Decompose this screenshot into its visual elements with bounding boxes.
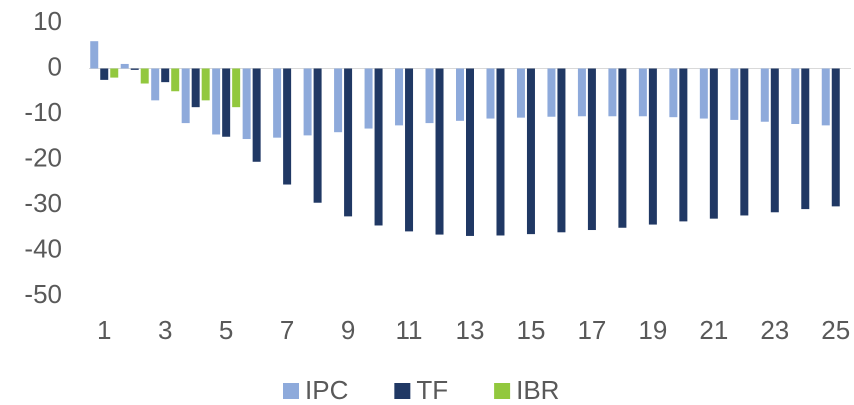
- bar: [709, 68, 718, 219]
- bar: [273, 68, 282, 138]
- bar: [740, 68, 749, 216]
- y-tick-label: 0: [48, 51, 62, 81]
- bar: [242, 68, 251, 140]
- bar: [191, 68, 200, 108]
- bar: [760, 68, 769, 122]
- bar: [110, 68, 119, 78]
- bar: [496, 68, 505, 236]
- bar: [344, 68, 353, 217]
- bar: [151, 68, 160, 101]
- bar: [303, 68, 312, 136]
- bar: [801, 68, 810, 210]
- bar: [791, 68, 800, 125]
- legend-swatch: [394, 383, 411, 399]
- bar: [821, 68, 830, 126]
- bar: [526, 68, 535, 235]
- legend-swatch: [494, 383, 511, 399]
- bar: [181, 68, 190, 124]
- bar: [252, 68, 261, 162]
- legend-label: TF: [416, 375, 448, 405]
- bar: [405, 68, 414, 232]
- bar: [435, 68, 444, 235]
- x-tick-label: 7: [280, 315, 294, 345]
- y-tick-label: -10: [24, 97, 62, 127]
- x-tick-label: 13: [456, 315, 485, 345]
- bar: [425, 68, 434, 124]
- x-tick-label: 3: [158, 315, 172, 345]
- legend-label: IBR: [516, 375, 559, 405]
- x-tick-label: 17: [577, 315, 606, 345]
- legend-label: IPC: [305, 375, 348, 405]
- bar: [577, 68, 586, 117]
- bar: [648, 68, 657, 225]
- bar: [161, 68, 170, 83]
- x-tick-label: 21: [699, 315, 728, 345]
- bar: [516, 68, 525, 118]
- bar: [638, 68, 647, 117]
- x-tick-label: 19: [638, 315, 667, 345]
- bar: [730, 68, 739, 120]
- bar: [618, 68, 627, 228]
- bar: [130, 68, 139, 70]
- x-tick-label: 5: [219, 315, 233, 345]
- bar: [466, 68, 474, 236]
- bar: [831, 68, 840, 207]
- bar: [283, 68, 292, 185]
- bar: [669, 68, 678, 118]
- y-tick-label: -30: [24, 188, 62, 218]
- bar: [547, 68, 556, 117]
- y-tick-label: -20: [24, 142, 62, 172]
- bar: [770, 68, 779, 213]
- legend-swatch: [283, 383, 299, 399]
- bar: [171, 68, 180, 92]
- bar: [486, 68, 495, 119]
- x-tick-label: 15: [516, 315, 545, 345]
- bar: [364, 68, 373, 129]
- bar: [395, 68, 404, 126]
- bar: [212, 68, 221, 135]
- bar: [222, 68, 231, 137]
- bar: [313, 68, 322, 203]
- bar: [201, 68, 210, 101]
- x-tick-label: 25: [821, 315, 850, 345]
- bar: [679, 68, 688, 222]
- bar: [334, 68, 343, 133]
- y-tick-label: 10: [33, 6, 62, 36]
- bar: [140, 68, 149, 84]
- x-tick-label: 9: [341, 315, 355, 345]
- bar: [374, 68, 383, 226]
- bar: [100, 68, 109, 80]
- y-tick-label: -50: [24, 279, 62, 309]
- bar: [456, 68, 464, 121]
- bar: [699, 68, 708, 119]
- bar: [608, 68, 617, 117]
- bar: [90, 41, 99, 69]
- y-tick-label: -40: [24, 233, 62, 263]
- bar: [557, 68, 566, 233]
- x-tick-label: 1: [97, 315, 111, 345]
- bar: [587, 68, 596, 231]
- x-tick-label: 11: [396, 315, 423, 345]
- bar: [232, 68, 241, 108]
- x-tick-label: 23: [760, 315, 789, 345]
- bar: [120, 63, 129, 69]
